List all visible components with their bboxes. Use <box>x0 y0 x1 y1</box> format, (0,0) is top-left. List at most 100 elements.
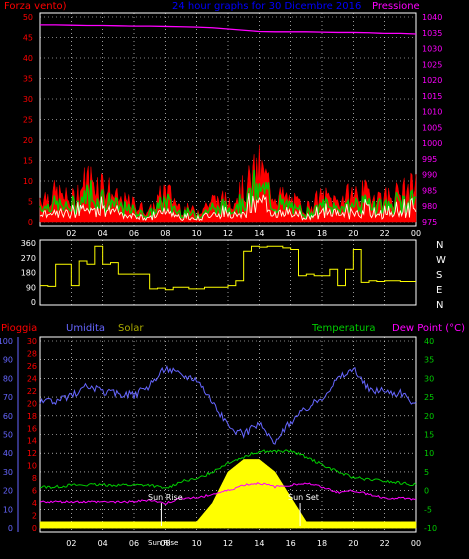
compass-label: N <box>436 240 443 251</box>
y-tick-label-humidity: 10 <box>3 505 13 514</box>
y-tick-label-rain: 14 <box>27 437 37 446</box>
pressure-line <box>40 24 417 35</box>
y-tick-label-humidity: 90 <box>3 356 13 365</box>
y-tick-label-humidity: 30 <box>3 468 13 477</box>
label-dewpoint: Dew Point (°C) <box>392 323 465 334</box>
y-tick-label-rain: 20 <box>27 399 37 408</box>
x-tick-label-top: 02 <box>66 229 76 238</box>
y-tick-label-rain: 24 <box>27 374 37 383</box>
y-tick-label-direction: 90 <box>26 283 36 292</box>
grid-dots <box>40 13 417 532</box>
direction-plot <box>40 245 416 291</box>
wind-pressure-plot <box>39 24 417 223</box>
rain-area <box>39 521 417 529</box>
y-tick-label-humidity: 100 <box>0 337 13 346</box>
x-tick-label-bottom: 04 <box>98 539 108 548</box>
y-tick-label-direction: 360 <box>21 239 36 248</box>
y-tick-label-pressure: 1020 <box>422 76 442 85</box>
y-tick-label-pressure: 995 <box>422 155 437 164</box>
y-tick-label-pressure: 1035 <box>422 29 442 38</box>
compass-label: E <box>436 285 442 296</box>
y-tick-label-rain: 0 <box>32 524 37 533</box>
y-tick-label-temp: 20 <box>424 412 434 421</box>
compass-label: S <box>436 270 442 281</box>
y-tick-label-humidity: 40 <box>3 449 13 458</box>
y-tick-label-pressure: 1040 <box>422 13 442 22</box>
y-tick-label-rain: 10 <box>27 462 37 471</box>
x-tick-label-bottom: 08 <box>160 539 170 548</box>
y-tick-label-wind: 10 <box>23 177 33 186</box>
x-tick-label-bottom: 16 <box>286 539 296 548</box>
y-tick-label-humidity: 70 <box>3 393 13 402</box>
y-tick-label-humidity: 50 <box>3 431 13 440</box>
label-temperatura: Temperatura <box>311 323 376 334</box>
x-tick-label-bottom: 22 <box>380 539 390 548</box>
y-tick-label-rain: 28 <box>27 349 37 358</box>
y-tick-label-pressure: 1005 <box>422 123 442 132</box>
y-tick-label-rain: 22 <box>27 387 37 396</box>
y-tick-label-pressure: 1030 <box>422 45 442 54</box>
x-tick-label-top: 04 <box>98 229 108 238</box>
compass-label: W <box>436 255 446 266</box>
y-tick-label-temp: 5 <box>424 468 429 477</box>
y-tick-label-wind: 30 <box>23 95 33 104</box>
y-tick-label-direction: 0 <box>31 298 36 307</box>
y-tick-label-rain: 2 <box>32 512 37 521</box>
x-tick-label-bottom: 00 <box>411 539 421 548</box>
wind-speed-line <box>39 193 417 222</box>
y-tick-label-rain: 30 <box>27 337 37 346</box>
top-left-label: Forza vento) <box>4 1 67 12</box>
y-tick-label-rain: 16 <box>27 424 37 433</box>
x-tick-label-bottom: 12 <box>223 539 233 548</box>
x-tick-label-top: 16 <box>286 229 296 238</box>
label-pioggia: Pioggia <box>1 323 37 334</box>
sunrise-time-label: Sun Rise <box>148 539 178 547</box>
x-tick-label-bottom: 14 <box>254 539 264 548</box>
x-tick-label-top: 08 <box>160 229 170 238</box>
y-tick-label-temp: 30 <box>424 374 434 383</box>
x-tick-label-bottom: 02 <box>66 539 76 548</box>
y-tick-label-wind: 25 <box>23 116 33 125</box>
sunrise-label: Sun Rise <box>148 493 183 502</box>
y-tick-label-temp: -10 <box>424 524 437 533</box>
x-tick-label-bottom: 10 <box>192 539 202 548</box>
x-tick-label-bottom: 06 <box>129 539 139 548</box>
y-tick-label-pressure: 990 <box>422 171 437 180</box>
y-tick-label-temp: 10 <box>424 449 434 458</box>
label-umidita: Umidita <box>66 323 105 334</box>
y-tick-label-wind: 0 <box>28 218 33 227</box>
y-tick-label-pressure: 1010 <box>422 108 442 117</box>
y-tick-label-temp: -5 <box>424 505 432 514</box>
y-tick-label-wind: 50 <box>23 13 33 22</box>
y-tick-label-temp: 15 <box>424 431 434 440</box>
x-tick-label-bottom: 18 <box>317 539 327 548</box>
y-tick-label-pressure: 1015 <box>422 92 442 101</box>
y-tick-label-humidity: 60 <box>3 412 13 421</box>
temperature-line <box>39 449 417 490</box>
x-tick-label-top: 22 <box>380 229 390 238</box>
x-tick-label-top: 00 <box>411 229 421 238</box>
y-tick-label-pressure: 980 <box>422 202 437 211</box>
top-right-label: Pressione <box>372 1 420 12</box>
y-tick-label-direction: 270 <box>21 254 36 263</box>
y-tick-label-pressure: 975 <box>422 218 437 227</box>
x-tick-label-top: 14 <box>254 229 264 238</box>
x-tick-label-top: 12 <box>223 229 233 238</box>
humidity-line <box>39 364 417 445</box>
y-tick-label-humidity: 20 <box>3 487 13 496</box>
y-tick-label-temp: 40 <box>424 337 434 346</box>
dewpoint-line <box>39 481 417 505</box>
x-tick-label-top: 06 <box>129 229 139 238</box>
y-tick-label-direction: 180 <box>21 269 36 278</box>
x-tick-label-bottom: 20 <box>348 539 358 548</box>
axes: 0202040406060808101012121414161618182020… <box>0 13 446 548</box>
y-tick-label-temp: 35 <box>424 356 434 365</box>
y-tick-label-rain: 26 <box>27 362 37 371</box>
y-tick-label-rain: 4 <box>32 499 37 508</box>
y-tick-label-temp: 25 <box>424 393 434 402</box>
y-tick-label-pressure: 985 <box>422 186 437 195</box>
y-tick-label-wind: 40 <box>23 54 33 63</box>
y-tick-label-rain: 6 <box>32 487 37 496</box>
